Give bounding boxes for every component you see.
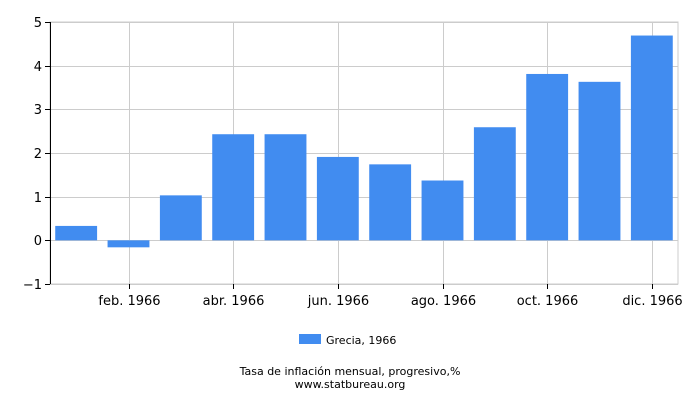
y-tick-label: 3: [34, 103, 42, 118]
bar: [212, 134, 255, 241]
x-tick-label: oct. 1966: [517, 294, 579, 309]
bar: [264, 134, 307, 241]
bar: [369, 164, 412, 241]
bar: [316, 156, 359, 241]
y-tick-label: 4: [34, 60, 42, 75]
y-tick-label: −1: [23, 278, 42, 293]
y-tick-label: 5: [34, 16, 42, 31]
y-tick-label: 1: [34, 191, 42, 206]
bar: [421, 180, 464, 241]
bar: [159, 195, 202, 241]
legend: Grecia, 1966: [299, 334, 396, 347]
legend-label: Grecia, 1966: [326, 334, 396, 347]
bar: [55, 225, 98, 241]
x-tick-label: feb. 1966: [98, 294, 160, 309]
x-tick-label: jun. 1966: [307, 294, 369, 309]
legend-swatch: [299, 334, 321, 344]
bar: [526, 73, 569, 241]
bars: [55, 35, 673, 248]
x-tick-label: abr. 1966: [203, 294, 265, 309]
bar: [630, 35, 673, 241]
axes: −1 0 1 2 3 4 5 feb. 1966 abr. 1966 jun. 1966 ago. …: [23, 16, 683, 309]
chart-title: Tasa de inflación mensual, progresivo,%: [239, 365, 461, 378]
source-label: www.statbureau.org: [295, 378, 406, 391]
x-tick-label: ago. 1966: [411, 294, 476, 309]
bar: [473, 127, 516, 241]
bar: [578, 81, 621, 241]
y-tick-label: 0: [34, 234, 42, 249]
x-tick-label: dic. 1966: [622, 294, 682, 309]
bar: [107, 240, 150, 248]
y-tick-label: 2: [34, 147, 42, 162]
grid: [49, 21, 679, 285]
